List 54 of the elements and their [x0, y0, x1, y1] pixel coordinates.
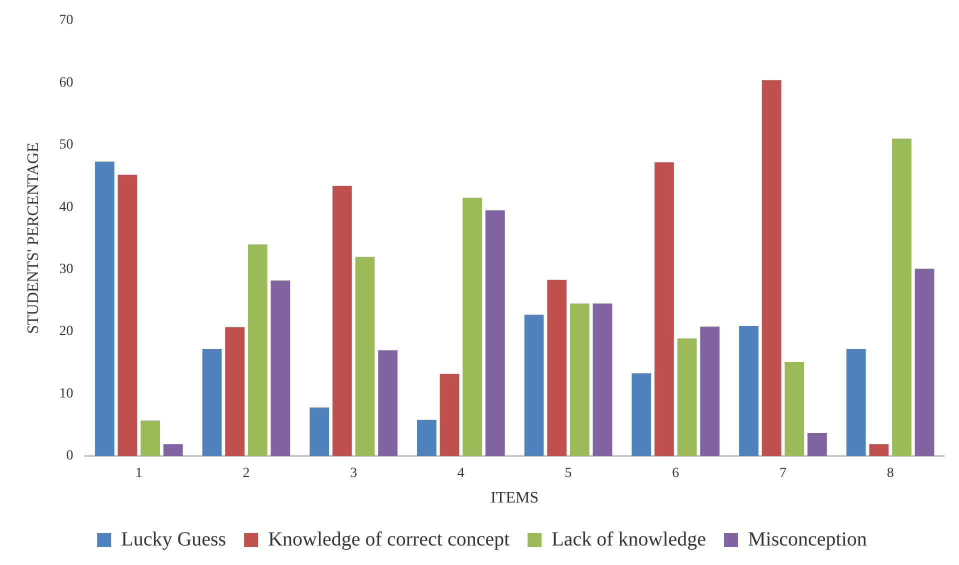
bar [310, 407, 330, 456]
y-tick-label: 40 [59, 200, 74, 215]
y-axis-title: STUDENTS' PERCENTAGE [24, 142, 42, 334]
bar [94, 162, 114, 456]
y-tick-label: 50 [59, 138, 74, 153]
y-tick-label: 0 [66, 448, 74, 464]
bar [762, 80, 782, 456]
bar [118, 174, 138, 456]
bar [914, 268, 934, 456]
bar [332, 186, 352, 456]
bar [270, 280, 290, 456]
bar [700, 326, 720, 456]
x-tick-label: 7 [779, 466, 786, 482]
y-tick-label: 30 [59, 262, 74, 277]
x-tick-label: 2 [242, 466, 250, 482]
legend-label: Lack of knowledge [552, 528, 706, 550]
bar [462, 198, 482, 456]
legend-label: Lucky Guess [121, 528, 226, 550]
bar [846, 348, 866, 456]
bar [547, 280, 567, 456]
bar [739, 326, 758, 456]
bar [140, 420, 160, 456]
x-tick-label: 4 [457, 466, 464, 482]
bar [524, 314, 544, 456]
y-tick-label: 10 [59, 386, 74, 402]
x-axis-title: ITEMS [490, 490, 539, 507]
x-tick-label: 5 [564, 466, 572, 482]
y-tick-label: 70 [59, 13, 74, 28]
y-tick-label: 20 [59, 324, 74, 340]
bar [808, 432, 827, 456]
bar [225, 327, 245, 456]
bar [632, 373, 652, 456]
bar [440, 374, 460, 456]
bar [677, 338, 697, 456]
bar [202, 348, 222, 456]
y-tick-label: 60 [59, 75, 74, 90]
bar [592, 304, 612, 456]
legend-label: Misconception [748, 528, 867, 550]
x-tick-label: 8 [886, 466, 894, 482]
bar [355, 256, 375, 456]
bar [570, 304, 590, 456]
x-tick-label: 6 [672, 466, 680, 482]
bar [378, 350, 398, 456]
bar [417, 420, 436, 456]
bar [485, 210, 505, 456]
bar [869, 444, 889, 456]
legend-label: Knowledge of correct concept [268, 528, 510, 550]
x-tick-label: 1 [135, 466, 142, 482]
bar [784, 362, 804, 456]
bar [163, 444, 183, 456]
x-tick-label: 3 [350, 466, 358, 482]
bar [892, 138, 912, 456]
bar [654, 162, 674, 456]
bar [248, 244, 268, 456]
